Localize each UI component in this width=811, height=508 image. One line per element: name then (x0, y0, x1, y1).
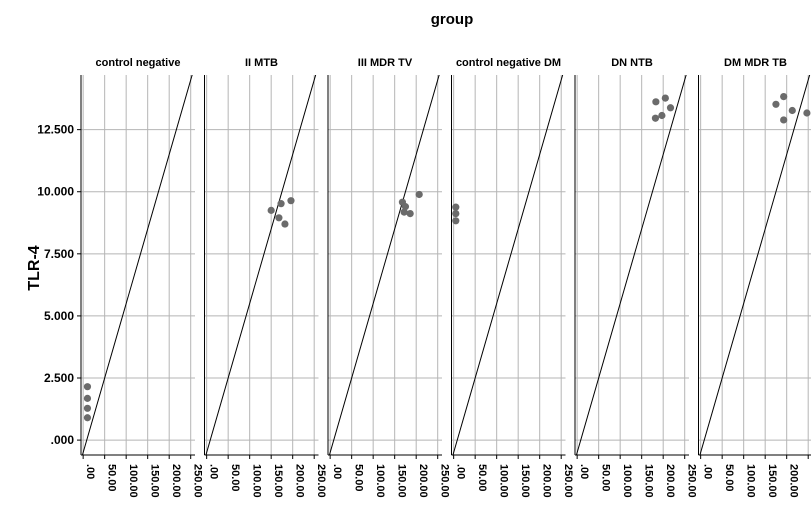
panel-title: control negative (96, 57, 181, 69)
data-point (780, 93, 788, 101)
x-tick-label: 50.00 (353, 464, 365, 492)
x-tick-label: 200.00 (417, 464, 429, 498)
data-point (652, 98, 660, 106)
panel: III MDR TV .00 50.00 100.00 150.00 200.00 250.… (327, 57, 451, 498)
data-point (83, 404, 92, 412)
data-point (651, 114, 660, 122)
x-tick-label: .00 (578, 464, 590, 479)
x-tick-label: 50.00 (476, 464, 488, 492)
reference-line-group (452, 75, 564, 455)
data-point (780, 116, 788, 124)
reference-line (452, 75, 564, 455)
x-tick-label: 150.00 (396, 464, 408, 498)
data-point (287, 197, 295, 205)
data-point (83, 414, 92, 422)
x-tick-label: 250.00 (315, 464, 327, 498)
data-point (803, 109, 811, 117)
x-tick-label: 150.00 (766, 464, 778, 498)
data-point (661, 94, 669, 102)
panel-title: III MDR TV (358, 57, 413, 69)
x-tick-label: 100.00 (251, 464, 263, 498)
data-point (452, 217, 460, 225)
panel-title: DM MDR TB (724, 57, 787, 69)
y-axis-label: TLR-4 (26, 245, 43, 290)
panel: DN NTB .00 50.00 100.00 150.00 200.00 250.00 (574, 57, 698, 498)
reference-line (575, 75, 687, 455)
panel: DM MDR TB .00 50.00 100.00 150.00 200.00 250.0… (698, 57, 811, 498)
data-point (452, 209, 460, 218)
reference-line-group (575, 75, 687, 455)
x-tick-label: 50.00 (723, 464, 735, 492)
x-tick-label: 200.00 (541, 464, 553, 498)
x-tick-label: 150.00 (643, 464, 655, 498)
x-tick-label: 200.00 (788, 464, 800, 498)
x-tick-label: .00 (208, 464, 220, 479)
y-tick-label: 5.000 (44, 309, 74, 323)
panel-title: control negative DM (456, 57, 561, 69)
x-tick-label: 50.00 (600, 464, 612, 492)
chart-title: group (431, 11, 474, 28)
y-tick-label: 2.500 (44, 371, 74, 385)
reference-line (699, 75, 811, 455)
data-point (400, 208, 408, 216)
x-tick-label: 50.00 (229, 464, 241, 492)
reference-line-group (699, 75, 811, 455)
x-tick-label: 100.00 (127, 464, 139, 498)
x-tick-label: 150.00 (519, 464, 531, 498)
data-point (415, 190, 423, 199)
x-tick-label: 250.00 (562, 464, 574, 498)
panel: control negative .00 50.00 100.00 150.00 200.… (80, 57, 204, 498)
x-tick-label: 250.00 (439, 464, 451, 498)
x-tick-label: 100.00 (745, 464, 757, 498)
x-tick-label: 100.00 (374, 464, 386, 498)
x-tick-label: 100.00 (621, 464, 633, 498)
reference-line-group (205, 75, 317, 455)
x-tick-label: 250.00 (809, 464, 811, 498)
panel-title: II MTB (245, 57, 278, 69)
reference-line (328, 75, 440, 455)
x-tick-label: 200.00 (170, 464, 182, 498)
y-tick-label: 10.000 (37, 185, 74, 199)
panels-layer: control negative .00 50.00 100.00 150.00 200.… (80, 57, 811, 498)
x-tick-label: .00 (331, 464, 343, 479)
data-point (406, 209, 414, 218)
data-point (277, 200, 285, 208)
reference-line (205, 75, 317, 455)
data-point (267, 206, 275, 214)
data-point (772, 100, 780, 108)
data-point (83, 394, 92, 402)
panel: II MTB .00 50.00 100.00 150.00 200.00 250.00 (204, 57, 327, 498)
data-point (275, 214, 283, 222)
y-tick-label: 12.500 (37, 123, 74, 137)
data-point (666, 104, 675, 112)
x-tick-label: 250.00 (192, 464, 204, 498)
reference-line-group (81, 75, 193, 455)
y-tick-label: 7.500 (44, 247, 74, 261)
data-point (401, 203, 410, 211)
data-point (452, 203, 460, 211)
reference-line (81, 75, 193, 455)
x-tick-label: 50.00 (106, 464, 118, 492)
y-tick-label: .000 (51, 433, 75, 447)
reference-line-group (328, 75, 440, 455)
data-point (788, 106, 796, 115)
x-tick-label: .00 (455, 464, 467, 479)
x-tick-label: .00 (702, 464, 714, 479)
y-axis-ticks: .000 2.500 5.000 7.500 10.000 12.500 (37, 123, 81, 447)
data-point (281, 220, 289, 228)
x-tick-label: 200.00 (664, 464, 676, 498)
x-tick-label: 150.00 (272, 464, 284, 498)
x-tick-label: .00 (84, 464, 96, 479)
data-point (658, 111, 666, 120)
panel: control negative DM .00 50.00 100.00 150.00 2… (451, 57, 574, 498)
x-tick-label: 250.00 (686, 464, 698, 498)
x-tick-label: 100.00 (498, 464, 510, 498)
x-tick-label: 150.00 (149, 464, 161, 498)
x-tick-label: 200.00 (294, 464, 306, 498)
data-point (83, 383, 92, 391)
panel-title: DN NTB (611, 57, 653, 69)
